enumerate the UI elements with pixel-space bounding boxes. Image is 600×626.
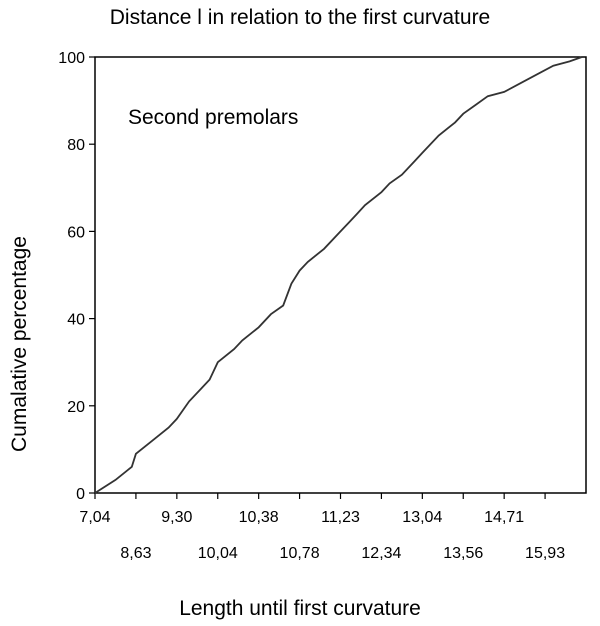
series-line bbox=[94, 56, 583, 494]
y-tick-label: 80 bbox=[67, 137, 85, 154]
y-tick-label: 0 bbox=[76, 486, 85, 503]
x-tick-label: 10,78 bbox=[280, 545, 320, 562]
series-annotation: Second premolars bbox=[128, 106, 298, 129]
x-axis-ticks: 7,04 8,63 9,30 10,04 10,38 10,78 11,23 12,34 13,… bbox=[79, 493, 565, 562]
x-tick-label: 8,63 bbox=[120, 545, 151, 562]
x-tick-label: 10,04 bbox=[198, 545, 238, 562]
x-axis-label: Length until first curvature bbox=[179, 597, 421, 620]
x-tick-label: 12,34 bbox=[361, 545, 401, 562]
x-tick-label: 9,30 bbox=[161, 509, 192, 526]
x-tick-label: 10,38 bbox=[239, 509, 279, 526]
y-tick-label: 60 bbox=[67, 224, 85, 241]
y-tick-label: 40 bbox=[67, 312, 85, 329]
x-tick-label: 11,23 bbox=[321, 509, 360, 526]
plot-frame bbox=[94, 56, 587, 494]
y-tick-label: 100 bbox=[58, 50, 85, 67]
x-tick-label: 13,56 bbox=[443, 545, 483, 562]
x-tick-label: 13,04 bbox=[402, 509, 442, 526]
chart-title: Distance l in relation to the first curv… bbox=[109, 6, 491, 29]
y-tick-label: 20 bbox=[67, 399, 85, 416]
x-tick-label: 14,71 bbox=[484, 509, 524, 526]
x-tick-label: 7,04 bbox=[79, 509, 110, 526]
x-tick-label: 15,93 bbox=[525, 545, 565, 562]
y-axis-ticks: 0 20 40 60 80 100 bbox=[58, 50, 95, 503]
